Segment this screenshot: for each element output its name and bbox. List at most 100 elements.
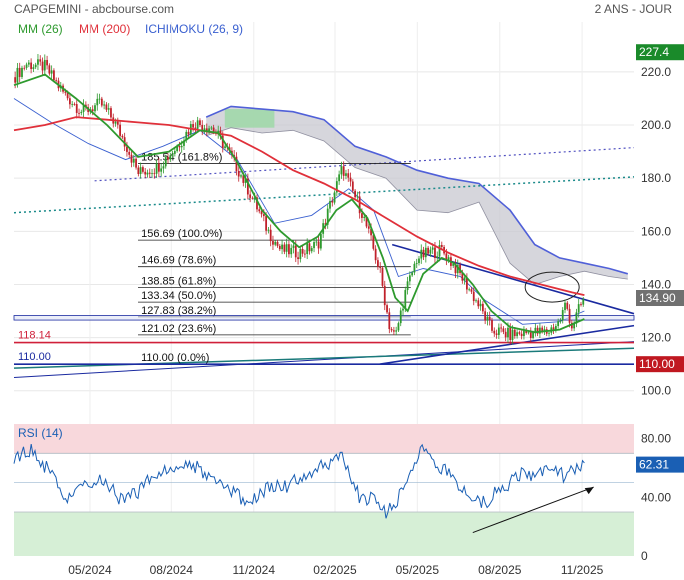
- candle-body: [91, 109, 94, 112]
- candle-body: [121, 135, 124, 138]
- dotted-channel-top: [94, 147, 635, 182]
- candle-body: [297, 257, 299, 260]
- candlesticks: [14, 53, 585, 345]
- candle-body: [139, 167, 142, 175]
- candle-body: [224, 146, 226, 148]
- candle-body: [210, 127, 213, 129]
- candle-body: [404, 290, 407, 309]
- candle-body: [294, 245, 297, 258]
- candle-body: [488, 316, 491, 321]
- candle-body: [310, 248, 313, 252]
- candle-body: [304, 253, 306, 255]
- candle-body: [43, 59, 46, 71]
- time-tick-label: 05/2024: [68, 563, 112, 577]
- time-tick-label: 08/2024: [150, 563, 194, 577]
- ichimoku-cloud: [13, 98, 629, 325]
- price-tick-label: 100.0: [641, 384, 671, 398]
- candle-body: [345, 173, 347, 176]
- candle-body: [272, 241, 274, 245]
- candle-body: [377, 260, 379, 267]
- candle-body: [445, 253, 448, 261]
- candle-body: [116, 121, 119, 125]
- fib-label: 185.54 (161.8%): [141, 151, 222, 163]
- candle-body: [481, 303, 484, 312]
- candle-body: [402, 308, 404, 311]
- max-value-badge-bg: [636, 44, 684, 61]
- level-badge: 110.00: [639, 357, 675, 371]
- candle-body: [25, 64, 28, 68]
- price-tick-label: 160.0: [641, 224, 671, 238]
- candle-body: [105, 104, 108, 110]
- candle-body: [472, 291, 475, 302]
- candle-body: [148, 172, 151, 174]
- candle-body: [491, 320, 493, 331]
- candle-body: [283, 244, 286, 252]
- candle-body: [246, 178, 249, 195]
- candle-body: [513, 329, 516, 337]
- price-tick-label: 200.0: [641, 118, 671, 132]
- ma26-line: [13, 73, 585, 334]
- rsi-tick-label: 40.00: [641, 490, 671, 504]
- candle-body: [68, 98, 71, 105]
- candle-body: [365, 216, 368, 227]
- candle-body: [160, 168, 163, 172]
- time-tick-label: 11/2024: [233, 563, 276, 577]
- fib-label: 146.69 (78.6%): [141, 255, 216, 267]
- candle-body: [411, 272, 414, 276]
- candle-body: [415, 263, 418, 264]
- candle-body: [554, 326, 557, 331]
- candle-body: [511, 329, 514, 341]
- candle-body: [173, 151, 176, 154]
- candle-body: [41, 61, 44, 71]
- falling-resistance-line: [391, 243, 635, 315]
- candle-body: [50, 70, 53, 74]
- candle-body: [470, 289, 473, 292]
- candle-body: [292, 245, 295, 248]
- candle-body: [167, 157, 169, 160]
- candle-body: [447, 257, 450, 261]
- time-tick-label: 08/2025: [478, 563, 522, 577]
- candle-body: [258, 209, 261, 212]
- candle-body: [354, 190, 356, 198]
- candle-body: [155, 163, 158, 174]
- candle-body: [34, 64, 37, 68]
- chart-title: CAPGEMINI - abcbourse.com: [14, 2, 174, 16]
- candle-body: [390, 329, 393, 331]
- candle-body: [452, 263, 455, 266]
- rsi-y-axis: 0 40.00 80.00: [641, 432, 671, 563]
- candle-body: [388, 312, 391, 330]
- candle-body: [64, 91, 67, 93]
- candle-body: [582, 299, 585, 305]
- candle-body: [221, 135, 224, 148]
- candle-body: [269, 229, 272, 242]
- time-tick-label: 11/2025: [561, 563, 604, 577]
- candle-body: [176, 146, 179, 152]
- candle-body: [507, 327, 509, 338]
- price-y-axis: 100.0 120.0 140.0 160.0 180.0 200.0 220.0: [641, 65, 671, 398]
- candle-body: [527, 332, 530, 334]
- candle-body: [203, 128, 206, 131]
- candle-body: [440, 245, 443, 247]
- candle-body: [144, 171, 147, 175]
- candle-body: [274, 241, 277, 245]
- candle-body: [518, 332, 521, 334]
- candle-body: [194, 127, 197, 129]
- candle-body: [347, 173, 350, 178]
- rsi-line: [13, 443, 594, 534]
- price-tick-label: 180.0: [641, 171, 671, 185]
- candle-body: [48, 65, 51, 74]
- candle-body: [502, 328, 505, 332]
- last-price-badge-bg: [636, 290, 684, 307]
- candle-body: [338, 174, 341, 182]
- candle-body: [288, 244, 290, 255]
- teal-trendline: [13, 347, 635, 369]
- legend-ichimoku: ICHIMOKU (26, 9): [145, 22, 243, 36]
- rsi-title: RSI (14): [18, 426, 63, 440]
- rsi-value-badge-bg: [636, 456, 684, 473]
- rsi-overbought-band: [14, 424, 634, 454]
- candle-body: [71, 103, 74, 105]
- candle-body: [358, 196, 361, 214]
- price-tick-label: 120.0: [641, 331, 671, 345]
- candle-body: [324, 223, 327, 225]
